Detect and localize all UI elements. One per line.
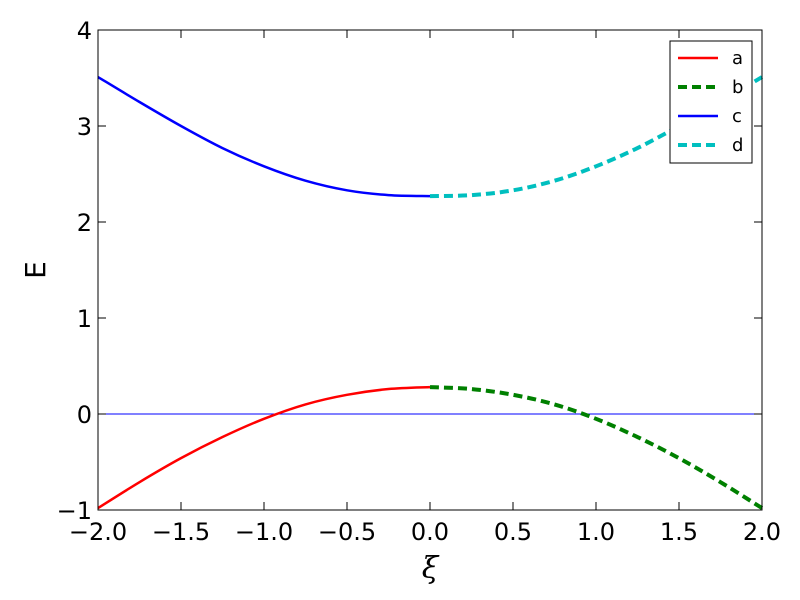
legend-label-c: c bbox=[732, 106, 742, 127]
x-tick-label: 2.0 bbox=[743, 518, 781, 546]
y-tick-label: 3 bbox=[77, 113, 92, 141]
legend-label-b: b bbox=[732, 77, 743, 98]
x-tick-label: −2.0 bbox=[69, 518, 127, 546]
plot-area bbox=[98, 30, 762, 510]
x-tick-label: 1.5 bbox=[660, 518, 698, 546]
x-tick-label: 1.0 bbox=[577, 518, 615, 546]
y-tick-label: 4 bbox=[77, 17, 92, 45]
legend-label-d: d bbox=[732, 135, 743, 156]
y-tick-label: −1 bbox=[57, 497, 92, 525]
y-tick-label: 2 bbox=[77, 209, 92, 237]
y-tick-label: 0 bbox=[77, 401, 92, 429]
series-line-a bbox=[97, 385, 431, 510]
series-line-c bbox=[97, 75, 431, 198]
series-line-b bbox=[429, 385, 764, 510]
x-tick-label: −1.0 bbox=[235, 518, 293, 546]
tick-layer: −2.0 −1.5 −1.0 −0.5 0.0 0.5 1.0 1.5 2.0 −1 0 1 2 3 4 bbox=[57, 17, 781, 546]
x-tick-label: −1.5 bbox=[152, 518, 210, 546]
x-axis-label: ξ bbox=[422, 551, 440, 586]
x-tick-label: 0.0 bbox=[411, 518, 449, 546]
legend-box bbox=[669, 40, 753, 164]
y-axis-label: E bbox=[19, 261, 52, 279]
x-tick-label: −0.5 bbox=[318, 518, 376, 546]
plot-frame bbox=[97, 29, 763, 511]
legend-label-a: a bbox=[732, 48, 743, 69]
x-tick-label: 0.5 bbox=[494, 518, 532, 546]
y-tick-label: 1 bbox=[77, 305, 92, 333]
